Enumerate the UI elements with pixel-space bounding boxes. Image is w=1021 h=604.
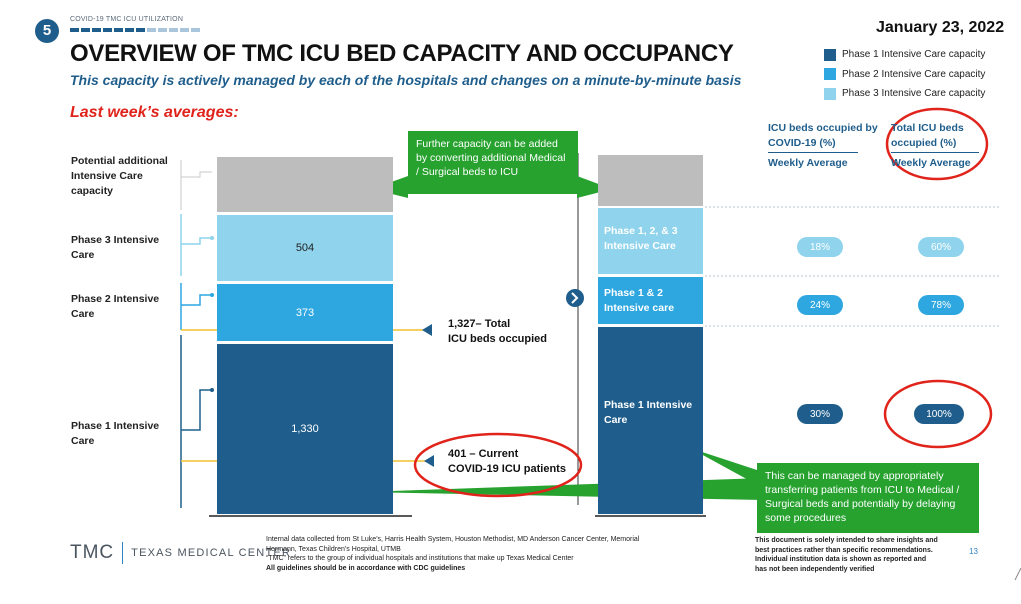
page-title: OVERVIEW OF TMC ICU BED CAPACITY AND OCC… xyxy=(70,40,734,67)
total-occupied-line1: 1,327– Total xyxy=(448,318,511,330)
slide-kicker: COVID-19 TMC ICU UTILIZATION xyxy=(70,16,184,23)
tmc-logo-small: TEXAS MEDICAL CENTER xyxy=(131,547,292,559)
pill-covid-phase123: 18% xyxy=(797,237,843,257)
disclaimer-line1: This document is solely intended to shar… xyxy=(755,537,938,544)
bar-value-phase3: 504 xyxy=(295,242,315,254)
bar-segment-potential xyxy=(217,157,393,212)
total-occupied-line2: ICU beds occupied xyxy=(448,333,548,345)
legend-label-phase2: Phase 2 Intensive Care capacity xyxy=(842,68,986,80)
disclaimer-line2: best practices rather than specific reco… xyxy=(755,546,933,554)
disclaimer-line3: Individual institution data is shown as … xyxy=(755,556,927,563)
legend-swatch-phase2 xyxy=(824,68,836,81)
total-occupied-label: 1,327– Total ICU beds occupied xyxy=(448,317,547,347)
side-label-phase2: Phase 2 Intensive Care xyxy=(71,293,160,320)
legend-item-phase3: Phase 3 Intensive Care capacity xyxy=(824,84,985,104)
col2-subheader: Weekly Average xyxy=(891,157,971,169)
covid-patients-line2: COVID-19 ICU patients xyxy=(448,463,566,475)
disclaimer-note: This document is solely intended to shar… xyxy=(755,536,955,574)
right-bar-label-phase1: Phase 1 Intensive Care xyxy=(604,399,693,426)
progress-dashes xyxy=(70,28,200,32)
legend-label-phase3: Phase 3 Intensive Care capacity xyxy=(842,88,986,100)
pill-covid-phase1: 30% xyxy=(797,404,843,424)
bar-segment-phase1: 1,330 xyxy=(217,344,393,514)
source-line3: “TMC” refers to the group of individual … xyxy=(266,555,574,562)
legend-swatch-phase3 xyxy=(824,87,836,100)
side-label-potential: Potential additional Intensive Care capa… xyxy=(71,155,168,197)
page-subtitle: This capacity is actively managed by eac… xyxy=(70,72,742,88)
page-number: 13 xyxy=(969,547,978,556)
covid-patients-label: 401 – Current COVID-19 ICU patients xyxy=(448,447,566,477)
right-bar-phase12: Phase 1 & 2 Intensive care xyxy=(598,277,703,324)
managed-transfer-callout: This can be managed by appropriately tra… xyxy=(757,463,979,533)
left-stacked-bar: 504 373 1,330 xyxy=(217,157,393,514)
right-bar-phase123: Phase 1, 2, & 3 Intensive Care xyxy=(598,208,703,274)
legend-item-phase2: Phase 2 Intensive Care capacity xyxy=(824,65,985,85)
covid-patients-line1: 401 – Current xyxy=(448,448,519,460)
col2-divider xyxy=(891,152,979,153)
legend-swatch-phase1 xyxy=(824,48,836,61)
source-line4: All guidelines should be in accordance w… xyxy=(266,564,466,572)
col2-header: Total ICU beds occupied (%) xyxy=(891,122,964,149)
further-capacity-callout: Further capacity can be added by convert… xyxy=(408,131,578,194)
source-line2: Hermann, Texas Children’s Hospital, UTMB xyxy=(266,545,401,553)
right-bar-label-phase123: Phase 1, 2, & 3 Intensive Care xyxy=(604,225,678,252)
source-line1: Internal data collected from St Luke’s, … xyxy=(266,536,640,543)
slide-number-badge: 5 xyxy=(35,19,59,43)
report-date: January 23, 2022 xyxy=(876,19,1005,36)
col1-header: ICU beds occupied by COVID-19 (%) xyxy=(768,122,878,149)
source-note: Internal data collected from St Luke’s, … xyxy=(266,535,686,573)
col1-subheader: Weekly Average xyxy=(768,157,848,169)
legend: Phase 1 Intensive Care capacity Phase 2 … xyxy=(824,45,985,104)
disclaimer-line4: has not been independently verified xyxy=(755,565,875,573)
pill-total-phase123: 60% xyxy=(918,237,964,257)
side-label-phase1: Phase 1 Intensive Care xyxy=(71,420,160,447)
tmc-logo-big: TMC xyxy=(70,542,115,563)
pill-total-phase12: 78% xyxy=(918,295,964,315)
bar-value-phase2: 373 xyxy=(295,306,315,319)
pill-total-phase1: 100% xyxy=(914,404,964,424)
col1-divider xyxy=(768,152,858,153)
tmc-logo: TMC TEXAS MEDICAL CENTER xyxy=(70,542,291,564)
right-bar-label-phase12: Phase 1 & 2 Intensive care xyxy=(604,287,675,314)
bar-segment-phase3: 504 xyxy=(217,215,393,281)
last-week-heading: Last week’s averages: xyxy=(70,104,239,121)
bar-segment-phase2: 373 xyxy=(217,284,393,341)
legend-label-phase1: Phase 1 Intensive Care capacity xyxy=(842,49,986,61)
right-bar-phase1: Phase 1 Intensive Care xyxy=(598,327,703,514)
right-bar-potential xyxy=(598,155,703,206)
pill-covid-phase12: 24% xyxy=(797,295,843,315)
legend-item-phase1: Phase 1 Intensive Care capacity xyxy=(824,45,985,65)
tmc-logo-separator xyxy=(122,542,124,564)
side-label-phase3: Phase 3 Intensive Care xyxy=(71,234,160,261)
bar-value-phase1: 1,330 xyxy=(291,423,319,435)
